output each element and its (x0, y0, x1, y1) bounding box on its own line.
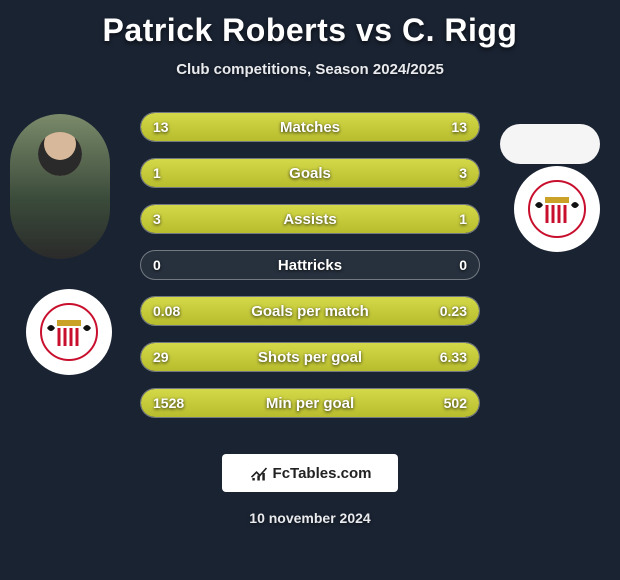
bar-fill-left (141, 389, 395, 417)
stat-bar: 0.080.23Goals per match (140, 296, 480, 326)
club-crest-left (26, 289, 112, 375)
crest-icon (527, 179, 587, 239)
stat-bar: 31Assists (140, 204, 480, 234)
stat-bar: 1528502Min per goal (140, 388, 480, 418)
bar-fill-left (141, 297, 229, 325)
crest-icon (39, 302, 99, 362)
bar-fill-right (418, 343, 479, 371)
bar-fill-right (229, 297, 479, 325)
stat-bars: 1313Matches 13Goals 31Assists 0 0Hattricks 0.… (140, 112, 480, 434)
generated-date: 10 november 2024 (0, 510, 620, 526)
stat-label: Hattricks (141, 251, 479, 279)
source-logo-text: FcTables.com (273, 465, 372, 482)
chart-icon (249, 463, 269, 483)
bar-fill-right (395, 389, 480, 417)
page-title: Patrick Roberts vs C. Rigg (0, 0, 620, 49)
bar-fill-left (141, 343, 418, 371)
stat-bar: 13Goals (140, 158, 480, 188)
bar-fill-left (141, 113, 310, 141)
stat-value-right: 0 (459, 251, 467, 279)
player-left-avatar (10, 114, 110, 259)
stat-value-left: 0 (153, 251, 161, 279)
bar-fill-left (141, 159, 226, 187)
bar-fill-left (141, 205, 395, 233)
club-crest-right (514, 166, 600, 252)
stat-bar: 1313Matches (140, 112, 480, 142)
bar-fill-right (226, 159, 480, 187)
comparison-stage: 1313Matches 13Goals 31Assists 0 0Hattricks 0.… (0, 106, 620, 426)
bar-fill-right (310, 113, 479, 141)
source-logo: FcTables.com (222, 454, 398, 492)
stat-bar: 296.33Shots per goal (140, 342, 480, 372)
player-right-avatar (500, 124, 600, 164)
bar-fill-right (395, 205, 480, 233)
stat-bar: 0 0Hattricks (140, 250, 480, 280)
subtitle: Club competitions, Season 2024/2025 (0, 61, 620, 78)
